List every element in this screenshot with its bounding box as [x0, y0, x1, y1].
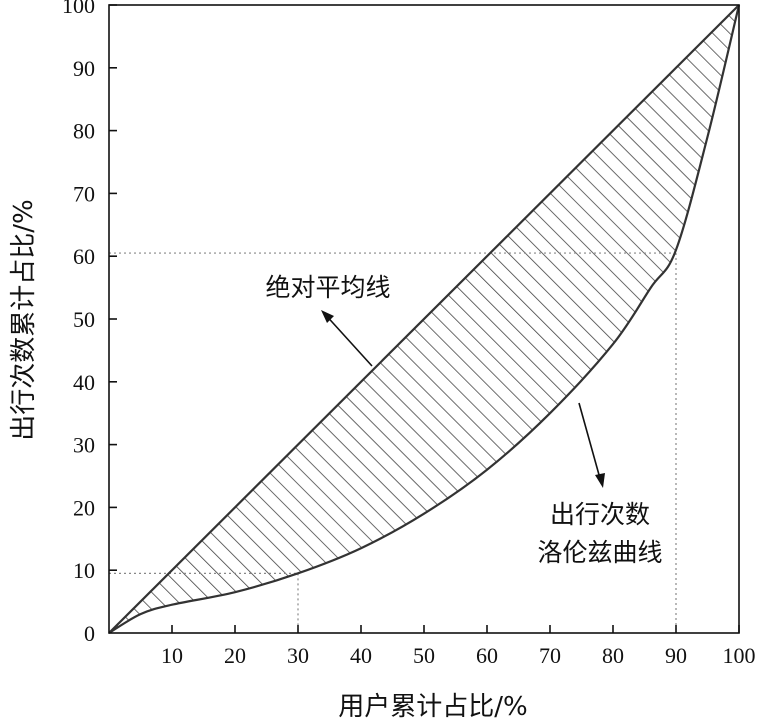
annotation-lorenz-label-line1: 出行次数	[550, 500, 650, 529]
y-tick-label: 60	[73, 244, 95, 269]
y-tick-label: 30	[73, 433, 95, 458]
series-lines	[108, 4, 741, 634]
annotation-lorenz-curve: 出行次数 洛伦兹曲线	[537, 402, 663, 567]
y-tick-label: 50	[73, 307, 95, 332]
annotation-lorenz-label-line2: 洛伦兹曲线	[537, 538, 662, 567]
y-axis-title: 出行次数累计占比/%	[9, 199, 39, 440]
series-equality-line	[108, 4, 740, 634]
y-tick-label: 20	[73, 495, 95, 520]
x-tick-label: 90	[665, 643, 687, 668]
y-axis-ticks: 0 10 20 30 40 50 60 70 80 90 100	[62, 0, 117, 646]
y-tick-label: 40	[73, 370, 95, 395]
y-tick-label: 10	[73, 558, 95, 583]
y-tick-label: 90	[73, 56, 95, 81]
x-tick-label: 60	[476, 643, 498, 668]
annotation-equality-label: 绝对平均线	[265, 273, 390, 302]
x-tick-label: 100	[723, 643, 756, 668]
y-tick-label: 0	[84, 621, 95, 646]
y-tick-label: 80	[73, 119, 95, 144]
annotation-lorenz-arrowhead	[595, 473, 605, 488]
x-axis-ticks: 10 20 30 40 50 60 70 80 90 100	[161, 625, 756, 668]
annotation-equality-line: 绝对平均线	[265, 273, 391, 367]
y-tick-label: 70	[73, 181, 95, 206]
y-tick-label: 100	[62, 0, 95, 18]
annotation-equality-arrow	[322, 311, 373, 367]
x-tick-label: 10	[161, 643, 183, 668]
x-tick-label: 70	[539, 643, 561, 668]
series-lorenz-curve	[108, 4, 741, 634]
x-tick-label: 80	[602, 643, 624, 668]
x-axis-title: 用户累计占比/%	[338, 692, 527, 722]
x-tick-label: 20	[224, 643, 246, 668]
x-tick-label: 40	[350, 643, 372, 668]
x-tick-label: 30	[287, 643, 309, 668]
annotation-lorenz-arrow	[578, 402, 602, 483]
reference-lines	[109, 252, 677, 633]
x-tick-label: 50	[413, 643, 435, 668]
annotation-equality-arrowhead	[321, 310, 334, 323]
